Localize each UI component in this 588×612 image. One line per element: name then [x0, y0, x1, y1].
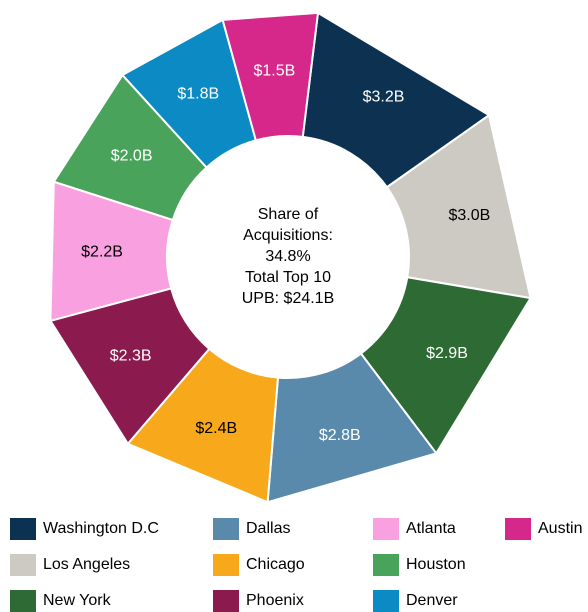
legend-swatch: [10, 554, 36, 576]
legend-label: New York: [43, 592, 112, 609]
legend-label: Austin: [538, 520, 582, 537]
legend-label: Atlanta: [406, 520, 456, 537]
center-text: 34.8%: [265, 248, 310, 265]
legend-swatch: [213, 518, 239, 540]
data-label: $2.3B: [110, 347, 152, 364]
segment: [221, 11, 320, 142]
center-text: Share of: [258, 206, 319, 223]
legend-label: Washington D.C: [43, 520, 159, 537]
data-label: $3.0B: [448, 207, 490, 224]
legend-label: Houston: [406, 556, 466, 573]
data-label: $3.2B: [363, 89, 405, 106]
legend-swatch: [373, 518, 399, 540]
legend-swatch: [505, 518, 531, 540]
data-label: $2.4B: [195, 420, 237, 437]
legend-swatch: [373, 554, 399, 576]
legend-swatch: [10, 518, 36, 540]
data-label: $2.9B: [426, 345, 468, 362]
data-label: $1.8B: [177, 85, 219, 102]
legend-label: Los Angeles: [43, 556, 130, 573]
legend-swatch: [373, 590, 399, 612]
legend-label: Chicago: [246, 556, 305, 573]
legend-label: Phoenix: [246, 592, 304, 609]
data-label: $2.8B: [319, 427, 361, 444]
legend-swatch: [213, 590, 239, 612]
center-text: UPB: $24.1B: [242, 290, 335, 307]
data-label: $1.5B: [253, 63, 295, 80]
legend-swatch: [10, 590, 36, 612]
data-label: $2.2B: [81, 244, 123, 261]
center-text: Total Top 10: [245, 269, 331, 286]
legend-label: Dallas: [246, 520, 290, 537]
center-text: Acquisitions:: [243, 227, 333, 244]
legend-label: Denver: [406, 592, 458, 609]
data-label: $2.0B: [111, 148, 153, 165]
legend-swatch: [213, 554, 239, 576]
